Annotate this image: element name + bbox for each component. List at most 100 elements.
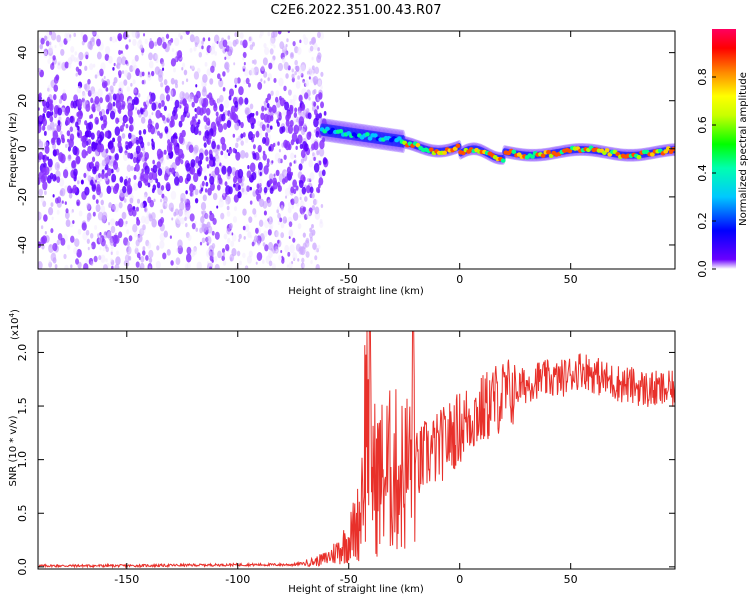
- spectrogram-noise-blob: [166, 117, 170, 123]
- spectrogram-noise-blob: [270, 35, 276, 44]
- spectrogram-noise-blob: [201, 40, 204, 45]
- spectrogram-band-blob: [99, 135, 104, 142]
- spectrogram-noise-blob: [89, 63, 94, 71]
- spectrogram-noise-blob: [223, 122, 228, 130]
- spectrogram-noise-blob: [291, 261, 294, 265]
- colorbar-tick-label: 0.4: [696, 164, 709, 182]
- spectrogram-noise-blob: [143, 194, 147, 200]
- spectrogram-noise-blob: [145, 255, 149, 261]
- spectrogram-band-blob: [136, 139, 139, 145]
- spectrogram-band-blob: [274, 96, 279, 103]
- spectrogram-band-blob: [255, 130, 260, 138]
- spectrogram-noise-blob: [168, 202, 174, 212]
- spectrogram-noise-blob: [244, 265, 249, 269]
- spectrogram-noise-blob: [174, 37, 180, 47]
- spectrogram-noise-blob: [243, 62, 246, 66]
- spectrogram-noise-blob: [83, 83, 88, 90]
- spectrogram-noise-blob: [268, 260, 273, 267]
- spectrogram-noise-blob: [190, 249, 196, 258]
- spectrogram-noise-blob: [249, 103, 254, 110]
- spectrogram-band-blob: [172, 138, 178, 147]
- spectrogram-noise-blob: [293, 195, 299, 204]
- spectrogram-noise-blob: [78, 51, 84, 61]
- spectrogram-noise-blob: [184, 216, 187, 221]
- spectrogram-noise-blob: [290, 152, 295, 160]
- spectrogram-noise-blob: [54, 44, 57, 49]
- spectrogram-noise-blob: [202, 37, 206, 42]
- spectrogram-noise-blob: [248, 36, 252, 42]
- spectrogram-noise-blob: [67, 62, 72, 69]
- spectrogram-noise-blob: [244, 137, 249, 144]
- spectrogram-noise-blob: [267, 77, 270, 82]
- spectrogram-band-blob: [306, 131, 312, 140]
- spectrogram-noise-blob: [78, 60, 83, 67]
- spectrogram-band-blob: [265, 132, 269, 138]
- spectrogram-noise-blob: [222, 71, 226, 77]
- spectrogram-noise-blob: [60, 95, 64, 100]
- spectrogram-band-blob: [321, 169, 326, 177]
- spectrogram-noise-blob: [152, 52, 158, 62]
- spectrogram-noise-blob: [240, 140, 244, 146]
- spectrogram-band-blob: [38, 151, 44, 160]
- spectrogram-noise-blob: [236, 250, 241, 257]
- spectrogram-noise-blob: [214, 51, 218, 56]
- spectrogram-noise-blob: [266, 199, 272, 208]
- snr-x-label: Height of straight line (km): [288, 584, 424, 595]
- spectrogram-noise-blob: [159, 132, 163, 139]
- spectrogram-band-blob: [100, 123, 105, 131]
- spectrogram-noise-blob: [242, 252, 246, 259]
- signal-peak: [415, 143, 421, 148]
- spectrogram-band-blob: [157, 168, 163, 177]
- spectrogram-band-blob: [250, 122, 255, 130]
- spectrogram-noise-blob: [80, 31, 84, 38]
- spectrogram-noise-blob: [260, 65, 265, 72]
- spectrogram-noise-blob: [84, 65, 88, 71]
- spectrogram-band-blob: [303, 143, 309, 152]
- spectrogram-noise-blob: [92, 63, 96, 68]
- spectrogram-noise-blob: [252, 208, 257, 215]
- spectrogram-noise-blob: [126, 164, 132, 172]
- spectrogram-noise-blob: [170, 96, 173, 101]
- spectrogram-noise-blob: [148, 249, 154, 259]
- spectrogram-noise-blob: [134, 231, 138, 238]
- spectrogram-band-blob: [169, 120, 174, 128]
- spectrogram-noise-blob: [221, 248, 225, 254]
- spectrogram-noise-blob: [99, 246, 102, 251]
- spectrogram-noise-blob: [186, 262, 191, 269]
- spectrogram-band-blob: [155, 122, 160, 130]
- spectrogram-noise-blob: [227, 237, 231, 244]
- spectrogram-noise-blob: [181, 67, 184, 71]
- spectrogram-band-blob: [151, 170, 158, 181]
- spectrogram-band-blob: [315, 130, 320, 138]
- spectrogram-x-tick-label: -150: [114, 273, 139, 286]
- spectrogram-noise-blob: [106, 231, 112, 240]
- spectrogram-noise-blob: [96, 71, 100, 77]
- spectrogram-noise-blob: [123, 220, 127, 226]
- spectrogram-noise-blob: [249, 200, 253, 205]
- spectrogram-band-blob: [164, 172, 169, 181]
- spectrogram-noise-blob: [76, 248, 82, 258]
- spectrogram-noise-blob: [167, 113, 171, 120]
- spectrogram-band-blob: [140, 108, 144, 115]
- spectrogram-band-blob: [227, 165, 232, 175]
- spectrogram-noise-blob: [104, 154, 110, 163]
- spectrogram-band-blob: [260, 112, 265, 121]
- spectrogram-noise-blob: [159, 209, 162, 214]
- spectrogram-noise-blob: [148, 40, 155, 49]
- spectrogram-noise-blob: [239, 32, 244, 39]
- spectrogram-noise-blob: [294, 59, 298, 66]
- spectrogram-noise-blob: [110, 225, 116, 234]
- spectrogram-noise-blob: [259, 31, 264, 37]
- spectrogram-noise-blob: [245, 191, 248, 195]
- spectrogram-band-blob: [323, 110, 327, 116]
- spectrogram-band-blob: [105, 132, 109, 137]
- spectrogram-noise-blob: [186, 246, 192, 255]
- spectrogram-noise-blob: [200, 215, 205, 224]
- spectrogram-noise-blob: [242, 56, 245, 61]
- spectrogram-noise-blob: [122, 152, 129, 161]
- spectrogram-noise-blob: [228, 46, 234, 54]
- spectrogram-noise-blob: [242, 225, 246, 231]
- spectrogram-noise-blob: [163, 205, 166, 209]
- signal-peak: [665, 146, 671, 151]
- spectrogram-noise-blob: [200, 201, 207, 211]
